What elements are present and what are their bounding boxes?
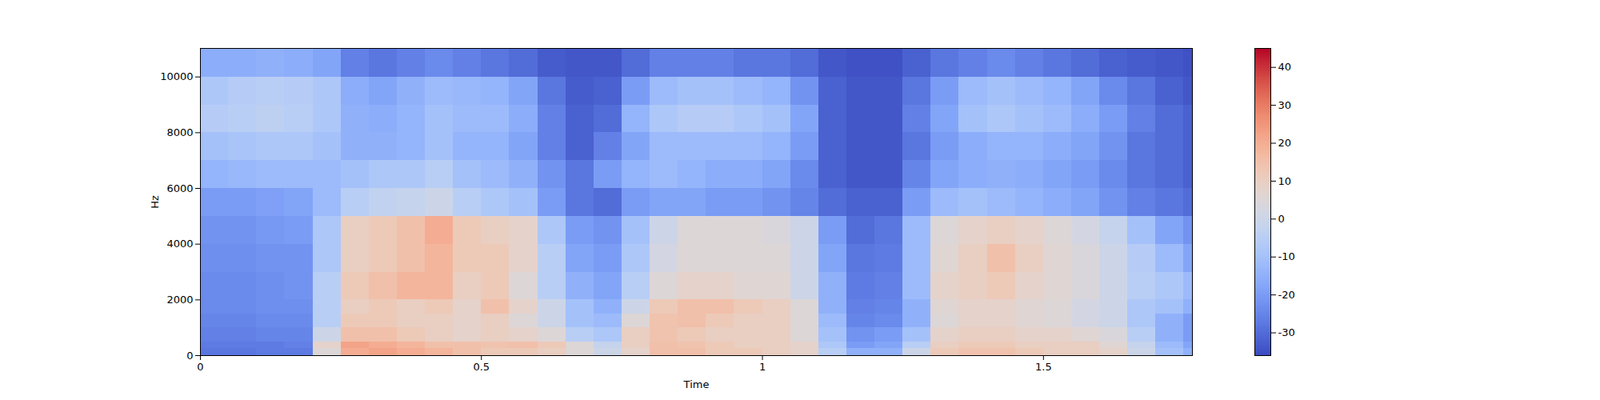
svg-text:1.5: 1.5 [1035,360,1052,373]
svg-text:-10: -10 [1278,250,1296,263]
svg-text:Hz: Hz [148,195,161,209]
svg-text:6000: 6000 [166,182,193,195]
svg-text:8000: 8000 [166,126,193,139]
svg-text:10000: 10000 [160,70,193,83]
svg-text:20: 20 [1278,136,1292,149]
svg-text:0: 0 [186,349,193,362]
svg-text:4000: 4000 [166,237,193,250]
svg-text:Time: Time [683,378,710,391]
svg-text:-20: -20 [1278,288,1296,301]
svg-text:0: 0 [196,360,204,373]
svg-text:-30: -30 [1278,326,1296,339]
svg-text:30: 30 [1278,99,1292,112]
svg-text:2000: 2000 [166,293,193,306]
svg-text:40: 40 [1278,60,1292,73]
svg-text:1: 1 [759,360,766,373]
svg-text:0.5: 0.5 [472,360,490,373]
svg-text:10: 10 [1278,175,1292,188]
svg-text:0: 0 [1278,212,1285,225]
